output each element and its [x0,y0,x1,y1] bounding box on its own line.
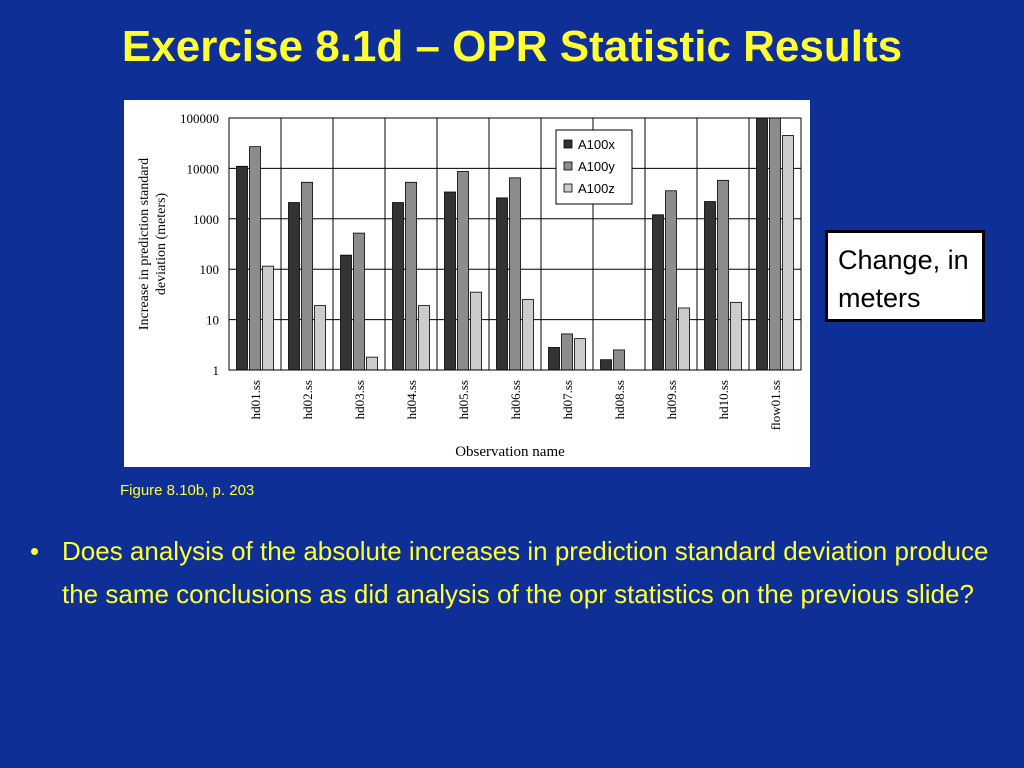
figure-caption: Figure 8.10b, p. 203 [120,482,255,499]
bar-a100x-hd08-ss [600,359,612,371]
x-tick-label: hd10.ss [716,380,731,419]
legend-swatch-a100y [563,161,573,171]
bars [236,117,794,371]
y-tick-label: 100000 [180,111,219,126]
x-tick-label: hd09.ss [664,380,679,419]
x-tick-label: hd01.ss [248,380,263,419]
bar-a100x-flow01-ss [756,117,768,371]
bar-a100x-hd01-ss [236,165,248,371]
bar-a100x-hd09-ss [652,214,664,371]
bar-a100z-hd01-ss [262,265,274,371]
bullet-icon: • [30,536,40,566]
bar-a100z-flow01-ss [782,135,794,371]
legend-swatch-a100x [563,139,573,149]
bar-a100z-hd04-ss [418,305,430,371]
bar-a100z-hd05-ss [470,291,482,371]
bar-chart: 100000 10000 1000 100 10 1 hd01.ss hd02.ss hd03.… [137,111,802,460]
bar-a100z-hd10-ss [730,301,742,371]
bar-a100y-hd08-ss [613,349,625,371]
bar-a100y-hd06-ss [509,177,521,371]
slide-title: Exercise 8.1d – OPR Statistic Results [121,22,903,71]
bar-a100y-hd04-ss [405,181,417,371]
x-tick-label: hd07.ss [560,380,575,419]
x-tick-label: hd04.ss [404,380,419,419]
bar-a100z-hd07-ss [574,338,586,371]
y-axis-label: Increase in prediction standard deviation… [137,158,169,330]
x-tick-label: hd05.ss [456,380,471,419]
y-tick-label: 10000 [187,161,220,176]
bar-a100x-hd10-ss [704,201,716,371]
bullet-text: Does analysis of the absolute increases … [62,536,989,609]
y-axis-label-line: Increase in prediction standard [137,158,152,330]
bar-a100y-hd07-ss [561,333,573,371]
bar-a100z-hd02-ss [314,305,326,371]
legend-label-a100x: A100x [578,137,615,152]
axes: 100000 10000 1000 100 10 1 hd01.ss hd02.ss hd03.… [137,111,802,460]
legend: A100x A100y A100z [555,129,633,205]
x-axis-label: Observation name [455,444,565,460]
x-tick-label: hd06.ss [508,380,523,419]
bar-a100x-hd06-ss [496,197,508,371]
bar-a100y-flow01-ss [769,117,781,371]
plot-frame [228,117,802,371]
bar-a100z-hd03-ss [366,356,378,371]
x-tick-label: hd02.ss [300,380,315,419]
bullet-item: • Does analysis of the absolute increase… [30,530,990,616]
bar-a100x-hd03-ss [340,254,352,371]
y-axis-label-line: deviation (meters) [154,193,169,296]
y-tick-label: 1000 [193,212,219,227]
y-tick-label: 1 [213,363,220,378]
legend-label-a100y: A100y [578,159,615,174]
bar-a100y-hd02-ss [301,181,313,371]
chart-container: 100000 10000 1000 100 10 1 hd01.ss hd02.ss hd03.… [124,100,810,467]
y-tick-label: 100 [200,262,220,277]
bar-a100x-hd07-ss [548,347,560,371]
x-tick-label: hd08.ss [612,380,627,419]
bar-a100y-hd01-ss [249,146,261,371]
legend-label-a100z: A100z [578,181,615,196]
x-tick-label: flow01.ss [768,380,783,430]
bar-a100y-hd09-ss [665,190,677,371]
bar-a100y-hd10-ss [717,179,729,371]
bar-a100x-hd04-ss [392,202,404,371]
legend-swatch-a100z [563,183,573,193]
bar-a100y-hd05-ss [457,171,469,371]
bar-a100x-hd05-ss [444,191,456,371]
change-in-meters-callout: Change, in meters [825,230,985,322]
bar-a100x-hd02-ss [288,202,300,371]
x-tick-label: hd03.ss [352,380,367,419]
bar-a100z-hd06-ss [522,299,534,371]
y-tick-label: 10 [206,313,219,328]
bar-a100z-hd09-ss [678,307,690,371]
bar-a100y-hd03-ss [353,232,365,371]
